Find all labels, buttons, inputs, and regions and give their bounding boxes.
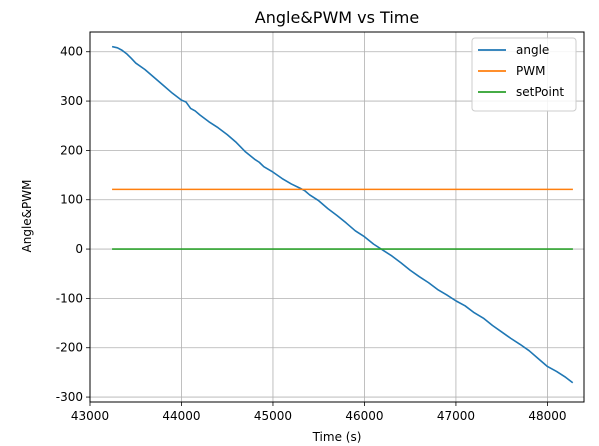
series-layer [111, 45, 574, 384]
x-tick-label: 47000 [437, 409, 475, 423]
y-tick-label: -100 [56, 291, 83, 305]
x-tick-label: 43000 [71, 409, 109, 423]
x-tick-label: 46000 [345, 409, 383, 423]
legend: angle PWM setPoint [471, 37, 577, 112]
y-tick-label: -300 [56, 390, 83, 404]
x-tick-label: 45000 [254, 409, 292, 423]
legend-label-setpoint: setPoint [516, 85, 564, 99]
legend-label-angle: angle [516, 43, 549, 57]
x-tick-label: 48000 [528, 409, 566, 423]
y-tick-label: 200 [60, 143, 83, 157]
chart-title: Angle&PWM vs Time [255, 8, 419, 27]
y-axis-label: Angle&PWM [20, 180, 34, 253]
tick-layer: 43000 44000 45000 46000 47000 48000 -300 -200 -1… [56, 45, 567, 423]
series-line-angle [111, 45, 574, 384]
x-axis-label: Time (s) [312, 430, 362, 444]
y-tick-label: 400 [60, 45, 83, 59]
legend-label-pwm: PWM [516, 64, 545, 78]
y-tick-label: 100 [60, 193, 83, 207]
y-tick-label: -200 [56, 341, 83, 355]
x-tick-label: 44000 [162, 409, 200, 423]
y-tick-label: 300 [60, 94, 83, 108]
y-tick-label: 0 [75, 242, 83, 256]
plot-frame [89, 31, 585, 403]
